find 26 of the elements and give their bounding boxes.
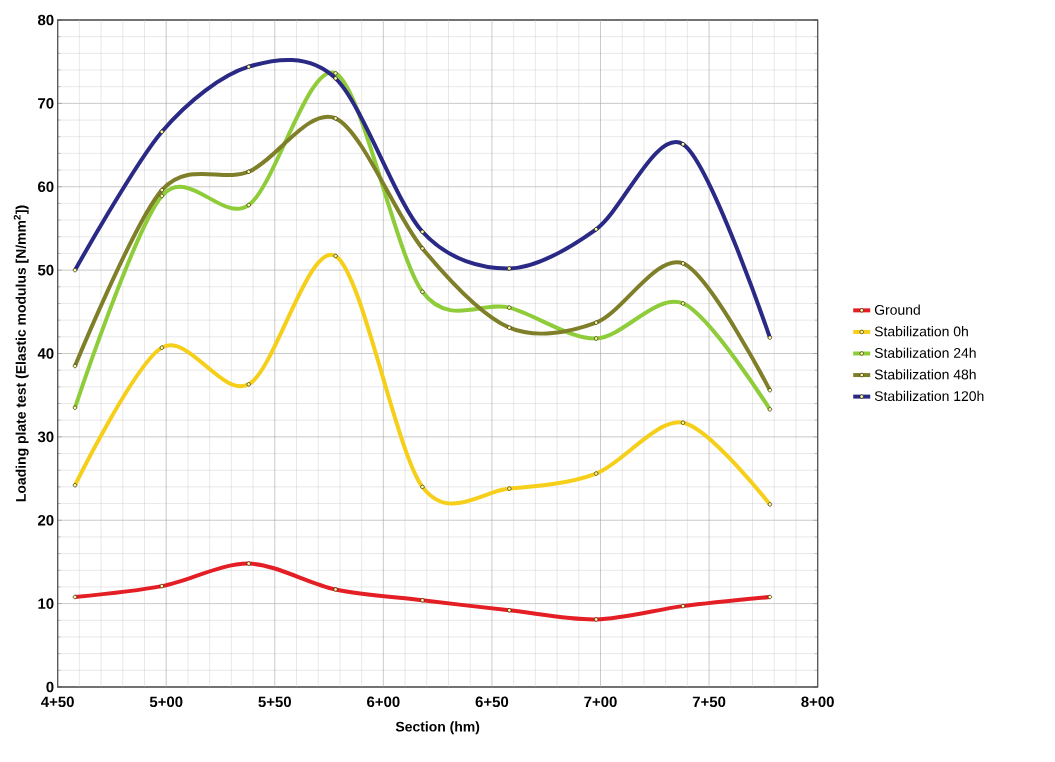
text: 5+00 — [149, 696, 183, 708]
legend-label: Stabilization 48h — [874, 369, 976, 380]
y-tick-label: 50 — [37, 264, 54, 276]
x-axis-title: Section (hm) — [395, 721, 480, 735]
text: 7+00 — [584, 696, 617, 708]
text: 7+50 — [692, 696, 726, 708]
legend-label: Stabilization 24h — [874, 347, 976, 358]
y-tick-label: 70 — [38, 98, 54, 109]
y-tick-label: 10 — [38, 598, 54, 609]
text: 8+00 — [801, 696, 834, 708]
legend-label: Ground — [874, 304, 920, 315]
line-series — [72, 253, 772, 507]
line-series — [72, 70, 772, 412]
y-tick-label: 80 — [37, 14, 54, 26]
y-tick-label: 40 — [37, 348, 54, 359]
y-tick-label: 20 — [38, 514, 54, 526]
text: 5+50 — [258, 696, 291, 708]
y-tick-label: 60 — [38, 181, 54, 193]
y-tick-label: 30 — [37, 431, 54, 443]
text: 6+00 — [367, 696, 400, 708]
legend-label: Stabilization 120h — [874, 390, 984, 402]
legend-label: Stabilization 0h — [874, 326, 968, 337]
y-axis-title: Loading plate test (Elastic modulus [N/mm$^{2}$]) — [13, 205, 29, 502]
y-tick-label: 0 — [46, 681, 54, 693]
text: 6+50 — [475, 696, 509, 708]
text: 4+50 — [41, 696, 74, 708]
